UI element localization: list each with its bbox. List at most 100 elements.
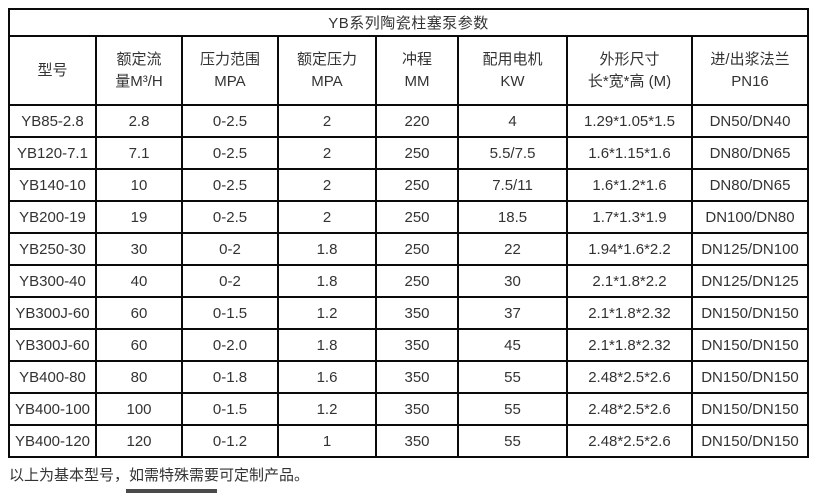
table-cell: 0-1.5 — [181, 296, 279, 330]
table-cell: 2.1*1.8*2.32 — [566, 296, 693, 330]
table-cell: 2 — [277, 136, 377, 170]
table-cell: DN125/DN125 — [690, 264, 810, 298]
cutoff-text-fragment — [126, 489, 217, 493]
table-cell: 250 — [375, 168, 459, 202]
table-cell: 22 — [457, 232, 568, 266]
column-header: 外形尺寸 长*宽*高 (M) — [566, 35, 693, 106]
table-cell: 1.2 — [277, 392, 377, 426]
table-cell: 2.8 — [95, 104, 183, 138]
table-row: YB300J-60 60 0-2.0 1.8 350 45 2.1*1.8*2.32 DN15… — [8, 328, 810, 362]
table-cell: 1.8 — [277, 328, 377, 362]
table-cell: 0-2.5 — [181, 168, 279, 202]
table-cell: 60 — [95, 296, 183, 330]
column-header: 进/出浆法兰 PN16 — [690, 35, 810, 106]
table-cell: 10 — [95, 168, 183, 202]
table-cell: 2 — [277, 104, 377, 138]
table-cell: YB300-40 — [8, 264, 97, 298]
table-cell: 0-1.2 — [181, 424, 279, 458]
table-cell: 0-1.5 — [181, 392, 279, 426]
table-cell: 1.8 — [277, 232, 377, 266]
table-cell: DN100/DN80 — [690, 200, 810, 234]
table-cell: DN150/DN150 — [690, 424, 810, 458]
table-cell: 350 — [375, 328, 459, 362]
table-cell: 1.29*1.05*1.5 — [566, 104, 693, 138]
header-row: 型号 额定流 量M³/H 压力范围 MPA 额定压力 MPA 冲程 MM 配用电机 KW 外形尺寸 长*… — [8, 35, 810, 106]
table-cell: DN150/DN150 — [690, 392, 810, 426]
table-cell: 350 — [375, 392, 459, 426]
column-header: 额定压力 MPA — [277, 35, 377, 106]
table-cell: DN150/DN150 — [690, 296, 810, 330]
column-header: 额定流 量M³/H — [95, 35, 183, 106]
table-cell: 30 — [95, 232, 183, 266]
table-cell: YB200-19 — [8, 200, 97, 234]
table-title-row: YB系列陶瓷柱塞泵参数 — [7, 8, 810, 37]
column-header: 配用电机 KW — [457, 35, 568, 106]
table-cell: YB300J-60 — [8, 296, 97, 330]
table-cell: 40 — [95, 264, 183, 298]
table-cell: YB400-100 — [8, 392, 97, 426]
table-row: YB400-100 100 0-1.5 1.2 350 55 2.48*2.5*2.6 DN1… — [8, 392, 810, 426]
table-cell: 1.8 — [277, 264, 377, 298]
table-cell: 4 — [457, 104, 568, 138]
table-cell: 0-2 — [181, 232, 279, 266]
table-row: YB140-10 10 0-2.5 2 250 7.5/11 1.6*1.2*1.6 DN80… — [8, 168, 810, 202]
table-cell: YB140-10 — [8, 168, 97, 202]
table-cell: 0-2.5 — [181, 104, 279, 138]
table-cell: 0-2 — [181, 264, 279, 298]
column-header: 压力范围 MPA — [181, 35, 279, 106]
table-cell: 80 — [95, 360, 183, 394]
table-cell: YB120-7.1 — [8, 136, 97, 170]
table-cell: 7.1 — [95, 136, 183, 170]
table-cell: 350 — [375, 360, 459, 394]
table-cell: 2.48*2.5*2.6 — [566, 360, 693, 394]
table-row: YB85-2.8 2.8 0-2.5 2 220 4 1.29*1.05*1.5 DN50/D… — [8, 104, 810, 138]
table-cell: 37 — [457, 296, 568, 330]
table-cell: DN150/DN150 — [690, 360, 810, 394]
table-title: YB系列陶瓷柱塞泵参数 — [7, 8, 810, 37]
table-cell: 2.48*2.5*2.6 — [566, 392, 693, 426]
table-cell: 2.1*1.8*2.32 — [566, 328, 693, 362]
table-cell: 1.7*1.3*1.9 — [566, 200, 693, 234]
table-cell: 350 — [375, 296, 459, 330]
table-cell: 5.5/7.5 — [457, 136, 568, 170]
table-row: YB250-30 30 0-2 1.8 250 22 1.94*1.6*2.2 DN125/D… — [8, 232, 810, 266]
table-row: YB300-40 40 0-2 1.8 250 30 2.1*1.8*2.2 DN125/DN… — [8, 264, 810, 298]
table-row: YB400-80 80 0-1.8 1.6 350 55 2.48*2.5*2.6 DN150… — [8, 360, 810, 394]
table-cell: 1.6*1.2*1.6 — [566, 168, 693, 202]
table-cell: 1.2 — [277, 296, 377, 330]
table-cell: 350 — [375, 424, 459, 458]
table-cell: 55 — [457, 424, 568, 458]
footer-note: 以上为基本型号，如需特殊需要可定制产品。 — [9, 467, 310, 484]
table-cell: 45 — [457, 328, 568, 362]
table-cell: DN150/DN150 — [690, 328, 810, 362]
table-cell: 100 — [95, 392, 183, 426]
table-cell: 1.6*1.15*1.6 — [566, 136, 693, 170]
table-cell: 1 — [277, 424, 377, 458]
table-cell: YB300J-60 — [8, 328, 97, 362]
table-cell: 0-1.8 — [181, 360, 279, 394]
table-body: YB85-2.8 2.8 0-2.5 2 220 4 1.29*1.05*1.5 DN50/D… — [8, 104, 810, 458]
table-cell: 0-2.5 — [181, 136, 279, 170]
table-cell: 220 — [375, 104, 459, 138]
table-cell: 19 — [95, 200, 183, 234]
table-cell: 1.6 — [277, 360, 377, 394]
table-cell: 55 — [457, 360, 568, 394]
table-cell: 250 — [375, 200, 459, 234]
table-cell: 250 — [375, 264, 459, 298]
table-row: YB120-7.1 7.1 0-2.5 2 250 5.5/7.5 1.6*1.15*1.6… — [8, 136, 810, 170]
table-cell: 0-2.0 — [181, 328, 279, 362]
table-cell: 7.5/11 — [457, 168, 568, 202]
table-cell: 60 — [95, 328, 183, 362]
table-cell: 2 — [277, 168, 377, 202]
table-cell: DN80/DN65 — [690, 136, 810, 170]
table-cell: 1.94*1.6*2.2 — [566, 232, 693, 266]
table-cell: 2 — [277, 200, 377, 234]
table-cell: 30 — [457, 264, 568, 298]
table-cell: 250 — [375, 232, 459, 266]
table-row: YB200-19 19 0-2.5 2 250 18.5 1.7*1.3*1.9 DN100/… — [8, 200, 810, 234]
table-cell: 250 — [375, 136, 459, 170]
table-row: YB300J-60 60 0-1.5 1.2 350 37 2.1*1.8*2.32 DN15… — [8, 296, 810, 330]
table-cell: 18.5 — [457, 200, 568, 234]
table-cell: YB85-2.8 — [8, 104, 97, 138]
